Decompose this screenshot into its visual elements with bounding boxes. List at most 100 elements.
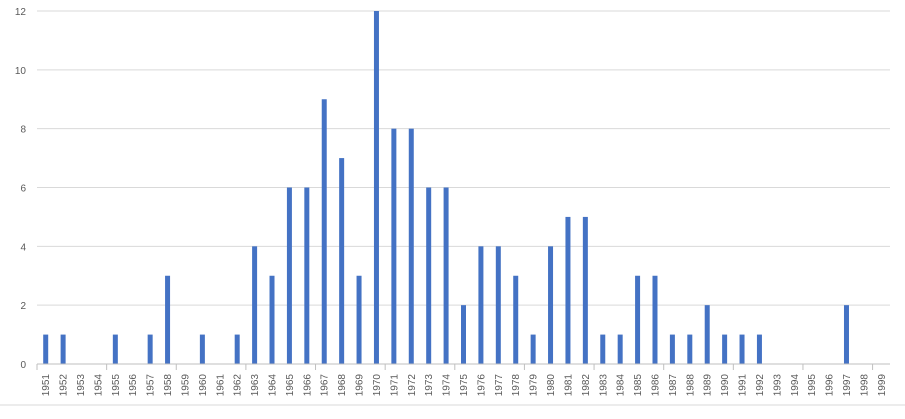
bar-1971 (391, 128, 397, 364)
bar-1988 (687, 334, 693, 364)
bar-1973 (426, 187, 432, 364)
x-tick-label: 1986 (651, 374, 662, 397)
bar-1967 (321, 99, 327, 364)
x-tick-label: 1993 (772, 374, 783, 397)
bar-1968 (339, 158, 345, 364)
x-tick-label: 1992 (755, 374, 766, 397)
x-tick-label: 1954 (93, 374, 104, 397)
x-tick-label: 1991 (738, 374, 749, 397)
bar-1975 (461, 305, 466, 364)
bar-1978 (513, 275, 519, 364)
bar-1990 (722, 334, 728, 364)
x-tick-label: 1990 (720, 374, 731, 397)
bar-1952 (60, 334, 66, 364)
x-axis (0, 363, 905, 406)
y-tick-label: 12 (15, 7, 27, 18)
x-tick-label: 1968 (337, 374, 348, 397)
bar-1972 (408, 128, 414, 364)
bar-1997 (843, 305, 849, 364)
x-tick-label: 1987 (668, 374, 679, 397)
y-axis-ticks: 0 2 4 6 8 10 12 (15, 7, 27, 371)
x-tick-label: 1963 (250, 374, 261, 397)
bar-1976 (478, 246, 484, 364)
bar-1964 (269, 275, 275, 364)
x-tick-label: 1979 (529, 374, 540, 397)
x-tick-label: 1996 (825, 374, 836, 397)
y-tick-label: 0 (20, 360, 26, 371)
bar-1957 (147, 334, 153, 364)
bar-1960 (199, 334, 205, 364)
y-tick-label: 6 (20, 184, 26, 195)
x-tick-label: 1995 (807, 374, 818, 397)
bar-1955 (112, 334, 118, 364)
bar-1989 (704, 305, 710, 364)
x-tick-label: 1976 (476, 374, 487, 397)
bar-1974 (443, 187, 449, 364)
x-tick-label: 1984 (616, 374, 627, 397)
x-tick-label: 1972 (407, 374, 418, 397)
x-tick-label: 1959 (181, 374, 192, 397)
x-tick-label: 1960 (198, 374, 209, 397)
bars (43, 11, 849, 364)
x-tick-label: 1958 (163, 374, 174, 397)
x-tick-label: 1965 (285, 374, 296, 397)
y-tick-label: 2 (20, 301, 26, 312)
bar-1991 (739, 334, 745, 364)
bar-1979 (530, 334, 536, 364)
x-tick-label: 1971 (389, 374, 400, 397)
x-tick-label: 1982 (581, 374, 592, 397)
y-tick-label: 8 (20, 125, 26, 136)
x-tick-label: 1994 (790, 374, 801, 397)
bar-1966 (304, 187, 310, 364)
x-tick-label: 1969 (355, 374, 366, 397)
x-tick-label: 1964 (268, 374, 279, 397)
x-tick-label: 1981 (563, 374, 574, 397)
x-tick-label: 1983 (598, 374, 609, 397)
x-tick-label: 1980 (546, 374, 557, 397)
bar-1981 (565, 216, 571, 364)
x-tick-label: 1985 (633, 374, 644, 397)
y-tick-label: 4 (20, 242, 26, 253)
bar-1980 (548, 246, 554, 364)
bar-1951 (43, 334, 49, 364)
x-tick-label: 1973 (424, 374, 435, 397)
x-tick-label: 1977 (494, 374, 505, 397)
bar-1970 (373, 11, 379, 364)
bar-1992 (756, 334, 762, 364)
bar-1985 (635, 275, 641, 364)
bar-1962 (234, 334, 240, 364)
x-tick-label: 1966 (302, 374, 313, 397)
x-tick-label: 1953 (76, 374, 87, 397)
bar-1987 (669, 334, 675, 364)
x-tick-label: 1955 (111, 374, 122, 397)
x-tick-label: 1951 (41, 374, 52, 397)
bar-1958 (165, 275, 171, 364)
gridlines (37, 10, 890, 306)
x-axis-ticks: 1951 1952 1953 1954 1955 1956 1957 1958 1959 1960… (41, 374, 888, 397)
bar-1983 (600, 334, 606, 364)
x-tick-label: 1956 (128, 374, 139, 397)
x-tick-label: 1962 (233, 374, 244, 397)
x-tick-label: 1988 (685, 374, 696, 397)
x-tick-label: 1989 (703, 374, 714, 397)
x-tick-label: 1997 (842, 374, 853, 397)
x-tick-label: 1974 (442, 374, 453, 397)
bar-1963 (252, 246, 258, 364)
x-tick-label: 1952 (59, 374, 70, 397)
x-tick-label: 1998 (859, 374, 870, 397)
x-tick-label: 1978 (511, 374, 522, 397)
x-tick-label: 1961 (215, 374, 226, 397)
bar-1982 (582, 216, 588, 364)
x-tick-label: 1970 (372, 374, 383, 397)
x-tick-label: 1967 (320, 374, 331, 397)
x-tick-label: 1975 (459, 374, 470, 397)
bar-1969 (356, 275, 362, 364)
bar-1965 (286, 187, 292, 364)
x-tick-label: 1957 (146, 374, 157, 397)
y-tick-label: 10 (15, 66, 27, 77)
bar-1986 (652, 275, 658, 364)
bar-1984 (617, 334, 623, 364)
bar-1977 (495, 246, 501, 364)
